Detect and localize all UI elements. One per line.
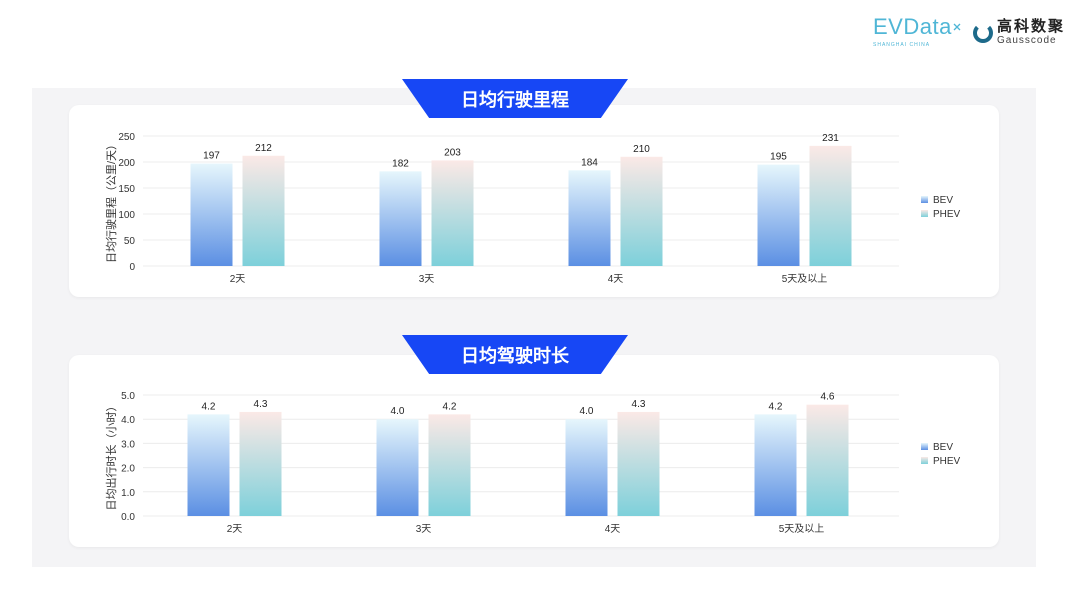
y-tick-label: 2.0 [121, 464, 135, 475]
gausscode-en: Gausscode [997, 35, 1057, 46]
data-label: 4.3 [632, 399, 646, 410]
x-tick-label: 4天 [608, 274, 624, 285]
bar-phev [239, 411, 282, 516]
gausscode-icon [973, 22, 993, 43]
legend-swatch-bev [921, 196, 928, 203]
bar-phev [809, 145, 852, 266]
legend-swatch-phev [921, 210, 928, 217]
gausscode-cn: 高科数聚 [997, 18, 1066, 35]
y-axis-label: 日均出行时长（小时） [104, 401, 118, 511]
bar-bev [376, 419, 419, 516]
chart-title-duration: 日均驾驶时长 [402, 335, 628, 374]
bar-bev [187, 414, 230, 516]
bar-bev [565, 419, 608, 516]
data-label: 4.0 [580, 406, 594, 417]
data-label: 4.2 [443, 401, 457, 412]
y-tick-label: 100 [118, 210, 135, 221]
legend-label: BEV [933, 442, 953, 453]
data-label: 203 [444, 147, 461, 158]
legend-label: PHEV [933, 456, 961, 467]
y-tick-label: 200 [118, 158, 135, 169]
data-label: 4.2 [769, 401, 783, 412]
bar-phev [620, 156, 663, 266]
data-label: 197 [203, 151, 220, 162]
chart-title-mileage: 日均行驶里程 [402, 79, 628, 118]
y-axis-label: 日均行驶里程（公里/天） [104, 139, 118, 263]
x-tick-label: 5天及以上 [779, 523, 825, 535]
bar-bev [754, 414, 797, 516]
y-tick-label: 150 [118, 184, 135, 195]
bar-bev [190, 163, 233, 266]
evdata-tagline: SHANGHAI CHINA [873, 42, 931, 48]
legend-label: BEV [933, 195, 953, 206]
legend-swatch-phev [921, 457, 928, 464]
x-tick-label: 5天及以上 [782, 273, 828, 285]
y-tick-label: 3.0 [121, 439, 135, 450]
bar-phev [242, 155, 285, 266]
x-tick-label: 2天 [230, 274, 246, 285]
evdata-x-icon [953, 14, 961, 31]
evdata-logo: EVData SHANGHAI CHINA [873, 14, 961, 48]
data-label: 212 [255, 143, 272, 154]
bar-bev [757, 164, 800, 266]
bar-phev [806, 404, 849, 516]
y-tick-label: 5.0 [121, 391, 135, 402]
data-label: 210 [633, 144, 650, 155]
bar-bev [379, 171, 422, 266]
x-tick-label: 3天 [416, 524, 432, 535]
legend-swatch-bev [921, 443, 928, 450]
y-tick-label: 1.0 [121, 488, 135, 499]
data-label: 231 [822, 133, 839, 144]
y-tick-label: 250 [118, 132, 135, 143]
y-tick-label: 4.0 [121, 415, 135, 426]
data-label: 4.3 [254, 399, 268, 410]
gausscode-logo: 高科数聚 Gausscode [973, 18, 1065, 47]
evdata-wordmark: EVData [873, 14, 952, 39]
legend-label: PHEV [933, 209, 961, 220]
y-tick-label: 0 [129, 262, 135, 273]
x-tick-label: 2天 [227, 524, 243, 535]
data-label: 182 [392, 158, 409, 169]
data-label: 195 [770, 152, 787, 163]
data-label: 184 [581, 157, 598, 168]
bar-phev [617, 411, 660, 516]
bar-phev [431, 160, 474, 266]
y-tick-label: 0.0 [121, 512, 135, 523]
data-label: 4.0 [391, 406, 405, 417]
x-tick-label: 3天 [419, 274, 435, 285]
bar-bev [568, 170, 611, 266]
x-tick-label: 4天 [605, 524, 621, 535]
bar-phev [428, 414, 471, 516]
data-label: 4.6 [821, 392, 835, 403]
y-tick-label: 50 [124, 236, 136, 247]
data-label: 4.2 [202, 401, 216, 412]
